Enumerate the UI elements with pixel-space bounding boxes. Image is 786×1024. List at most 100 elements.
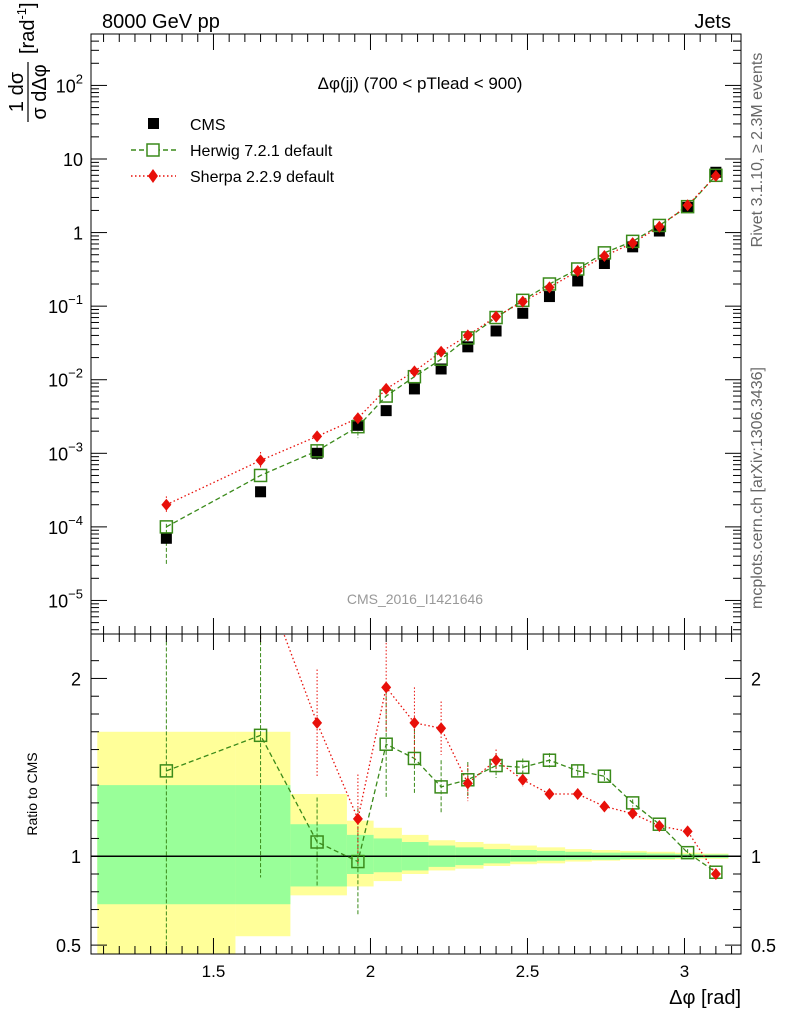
cms-point [572, 275, 584, 287]
herwig-ratio-point [253, 728, 268, 743]
herwig-ratio-point [407, 751, 422, 766]
herwig-ratio-point [351, 854, 365, 869]
y-tick-label-ratio: 2 [71, 669, 81, 689]
sherpa-point [436, 345, 447, 358]
cms-point [408, 383, 420, 395]
herwig-point [253, 468, 268, 483]
cms-point [517, 307, 529, 319]
cms-point [311, 447, 323, 459]
legend: CMS Herwig 7.2.1 default Sherpa 2.2.9 de… [131, 117, 335, 186]
y-tick-label-base: 10 [48, 371, 68, 391]
cms-point [462, 341, 474, 353]
collision-label: 8000 GeV pp [102, 11, 220, 33]
y-tick-label: 102 [56, 71, 83, 96]
herwig-ratio-point [516, 760, 530, 775]
sherpa-ratio-point [381, 681, 392, 694]
x-tick-label: 2 [366, 962, 375, 981]
x-axis-label: Δφ [rad] [669, 987, 741, 1009]
y-tick-label-base: 10 [56, 76, 76, 96]
plot-title: Δφ(jj) (700 < pTlead < 900) [318, 74, 523, 93]
cms-point [543, 291, 555, 303]
sherpa-ratio-point [256, 566, 266, 578]
sherpa-ratio-point [572, 788, 583, 800]
legend-cms-label: CMS [190, 117, 226, 134]
sherpa-ratio-point [462, 777, 473, 790]
legend-herwig-label: Herwig 7.2.1 default [190, 143, 333, 160]
y-tick-label: 10 [63, 150, 83, 170]
sherpa-point [161, 498, 172, 511]
sherpa-point [462, 329, 473, 342]
y-tick-label-base: 10 [48, 297, 68, 317]
sherpa-ratio-point [654, 820, 665, 832]
ratio-panel: 1.5 2 2.5 3 0.5 0.5 1 1 2 2 Ratio to CMS Δφ [rad] [24, 512, 776, 1009]
sherpa-point [255, 454, 266, 467]
y-tick-label-exp: −5 [68, 586, 83, 601]
y-tick-label-base: 10 [48, 518, 68, 538]
herwig-point [310, 444, 324, 458]
sherpa-point [682, 199, 693, 212]
legend-sherpa-marker [148, 169, 158, 183]
x-tick-label: 2.5 [516, 962, 540, 981]
herwig-ratio-point [680, 845, 695, 860]
y-axis-label-ratio: Ratio to CMS [24, 752, 40, 835]
sherpa-point [352, 412, 363, 425]
y-tick-label: 10−3 [48, 439, 83, 464]
mcplots-label: mcplots.cern.ch [arXiv:1306.3436] [749, 367, 766, 609]
cms-point [160, 532, 172, 544]
ratio-axes: 1.5 2 2.5 3 0.5 0.5 1 1 2 2 [56, 634, 776, 981]
y-tick-label: 10−5 [48, 586, 83, 611]
y-label-numerator: 1 dσ [6, 71, 28, 112]
y-tick-label: 10−4 [48, 513, 83, 538]
y-label-unit-sup: -1 [14, 8, 29, 20]
y-tick-label-ratio: 0.5 [56, 936, 81, 956]
legend-sherpa-label: Sherpa 2.2.9 default [190, 169, 335, 186]
y-tick-label-exp: −2 [68, 366, 83, 381]
sherpa-ratio-point [517, 773, 528, 786]
jets-label: Jets [694, 11, 731, 33]
herwig-ratio-point [597, 769, 612, 783]
analysis-id-label: CMS_2016_I1421646 [347, 591, 483, 607]
cms-point [255, 486, 267, 498]
ratio-series-group [159, 512, 723, 954]
sherpa-ratio-point [682, 825, 693, 838]
sherpa-point [381, 382, 392, 395]
sherpa-ratio-point [312, 716, 323, 729]
herwig-ratio-point [159, 764, 174, 778]
green-band-bin [97, 785, 236, 905]
sherpa-point [710, 169, 721, 182]
y-tick-label-exp: −4 [68, 513, 83, 528]
sherpa-point [654, 220, 665, 233]
sherpa-point [491, 310, 502, 323]
y-label-unit: [rad-1] [14, 2, 39, 54]
ratio-frame [90, 633, 742, 955]
herwig-point [159, 520, 174, 534]
sherpa-ratio-point [544, 788, 555, 800]
y-tick-label-exp: 2 [76, 71, 83, 86]
y-tick-label-ratio: 1 [71, 847, 81, 867]
sherpa-line [166, 175, 717, 506]
cms-point [435, 363, 447, 375]
ratio-plot-content [91, 512, 741, 954]
y-tick-label-ratio-right: 0.5 [751, 936, 776, 956]
sherpa-ratio-point [627, 807, 638, 820]
y-label-unit-close: ] [17, 2, 39, 8]
cms-point [380, 405, 392, 417]
sherpa-ratio-point [710, 868, 721, 880]
herwig-ratio-point [379, 737, 393, 751]
y-tick-label: 10−1 [48, 292, 83, 317]
herwig-ratio-point [542, 753, 557, 767]
sherpa-ratio-point [352, 812, 363, 825]
y-tick-label-ratio-right: 2 [751, 669, 761, 689]
sherpa-point [572, 265, 583, 278]
y-tick-label-base: 10 [48, 444, 68, 464]
cms-point [352, 419, 364, 431]
y-tick-label: 1 [73, 224, 83, 244]
sherpa-point [312, 430, 323, 443]
sherpa-point [517, 295, 528, 308]
sherpa-ratio-point [161, 512, 171, 524]
sherpa-point [627, 237, 638, 250]
sherpa-ratio-point [436, 722, 447, 735]
